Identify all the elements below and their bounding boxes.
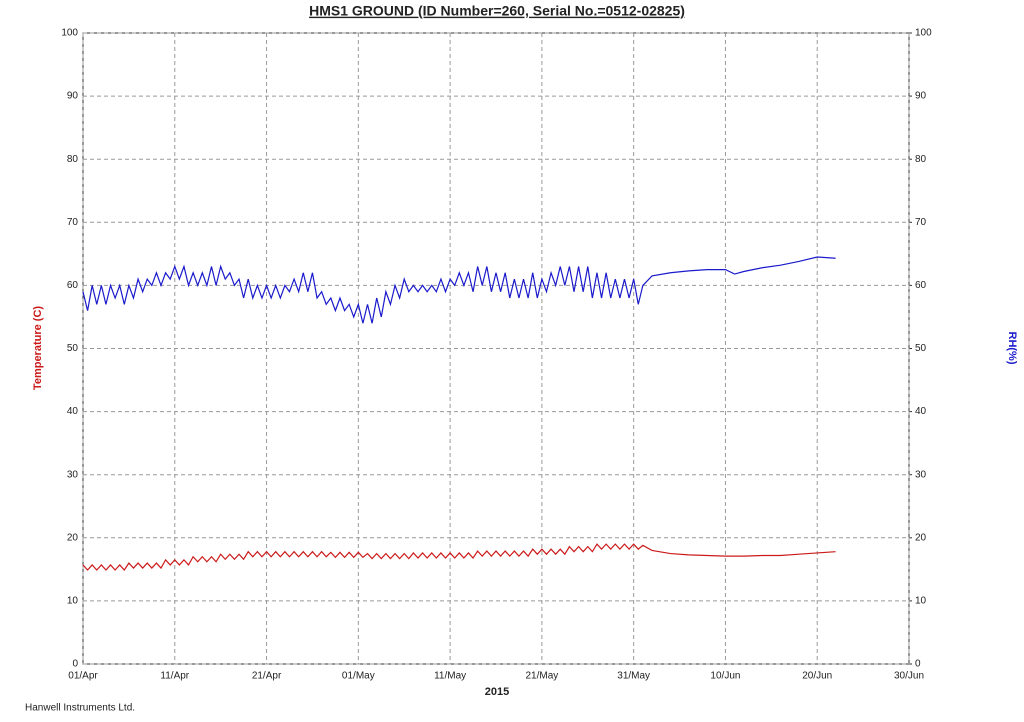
chart-title: HMS1 GROUND (ID Number=260, Serial No.=0… xyxy=(309,3,685,19)
y2-tick-label: 20 xyxy=(915,532,927,543)
x-tick-label: 10/Jun xyxy=(710,671,740,682)
x-tick-label: 01/Apr xyxy=(68,671,98,682)
x-tick-label: 20/Jun xyxy=(802,671,832,682)
y2-tick-label: 50 xyxy=(915,343,927,354)
x-tick-label: 11/May xyxy=(434,671,466,682)
y2-tick-label: 60 xyxy=(915,280,927,291)
y2-tick-label: 40 xyxy=(915,406,927,417)
y2-tick-label: 70 xyxy=(915,217,927,228)
y-tick-label: 90 xyxy=(67,91,79,102)
y-axis-label: Temperature (C) xyxy=(32,306,44,390)
y-tick-label: 50 xyxy=(67,343,79,354)
y2-tick-label: 90 xyxy=(915,91,927,102)
x-tick-label: 21/Apr xyxy=(252,671,282,682)
y2-tick-label: 100 xyxy=(915,28,932,39)
x-tick-label: 31/May xyxy=(617,671,650,682)
y-tick-label: 10 xyxy=(67,596,79,607)
footer: Hanwell Instruments Ltd. xyxy=(25,703,135,714)
data-line xyxy=(82,543,836,571)
y-tick-label: 70 xyxy=(67,217,79,228)
x-tick-label: 30/Jun xyxy=(894,671,924,682)
y-tick-label: 60 xyxy=(67,280,79,291)
y-tick-label: 0 xyxy=(72,659,78,670)
y-tick-label: 80 xyxy=(67,154,79,165)
y-tick-label: 40 xyxy=(67,406,79,417)
y-tick-label: 20 xyxy=(67,532,79,543)
y2-axis-label: RH(%) xyxy=(1006,332,1018,365)
x-tick-label: 21/May xyxy=(525,671,558,682)
y2-tick-label: 0 xyxy=(915,659,921,670)
x-axis-label: 2015 xyxy=(485,686,509,698)
y2-tick-label: 10 xyxy=(915,596,927,607)
x-tick-label: 01/May xyxy=(342,671,375,682)
y2-tick-label: 80 xyxy=(915,154,927,165)
y2-tick-label: 30 xyxy=(915,469,927,480)
y-tick-label: 30 xyxy=(67,469,79,480)
y-tick-label: 100 xyxy=(61,28,78,39)
x-tick-label: 11/Apr xyxy=(160,671,189,682)
data-line xyxy=(82,256,836,324)
